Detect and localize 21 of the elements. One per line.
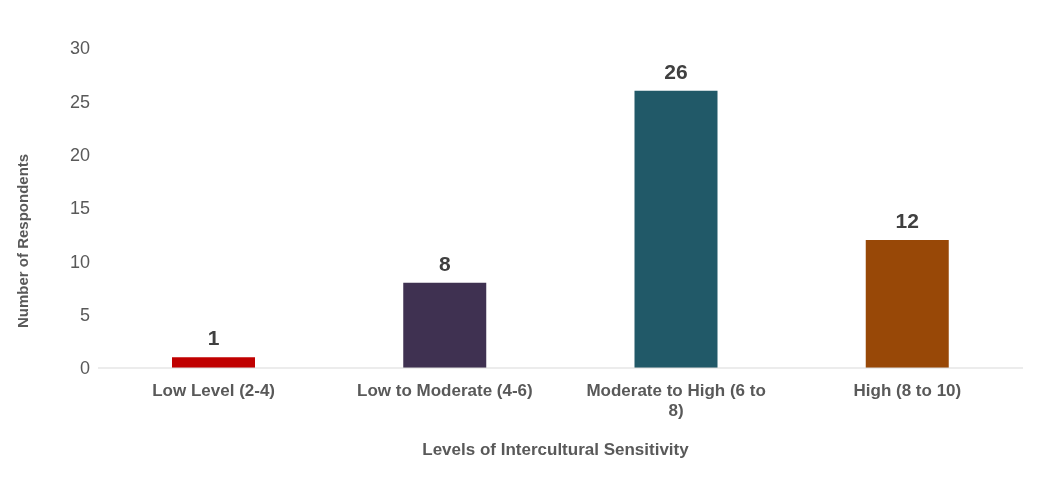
x-tick-label: Low Level (2-4)	[152, 381, 276, 400]
bar	[865, 240, 949, 368]
bar	[403, 282, 487, 368]
y-tick-label: 5	[79, 305, 90, 326]
data-label: 1	[207, 326, 220, 350]
y-tick-label: 20	[69, 145, 90, 166]
x-tick-label: Moderate to High (6 to 8)	[586, 381, 766, 420]
bar	[172, 357, 255, 368]
x-tick-label: High (8 to 10)	[853, 381, 962, 400]
data-label: 8	[438, 251, 451, 275]
y-tick-label: 15	[69, 198, 90, 219]
data-label: 12	[895, 209, 919, 232]
y-tick-label: 25	[69, 91, 90, 112]
y-tick-label: 10	[69, 251, 90, 272]
bar	[634, 90, 718, 368]
x-axis-title: Levels of Intercultural Sensitivity	[421, 440, 690, 460]
y-axis-title: Number of Respondents	[14, 153, 32, 328]
data-label: 26	[664, 59, 688, 83]
y-tick-label: 0	[79, 358, 90, 379]
y-tick-label: 30	[69, 38, 90, 59]
x-tick-label: Low to Moderate (4-6)	[357, 381, 533, 400]
